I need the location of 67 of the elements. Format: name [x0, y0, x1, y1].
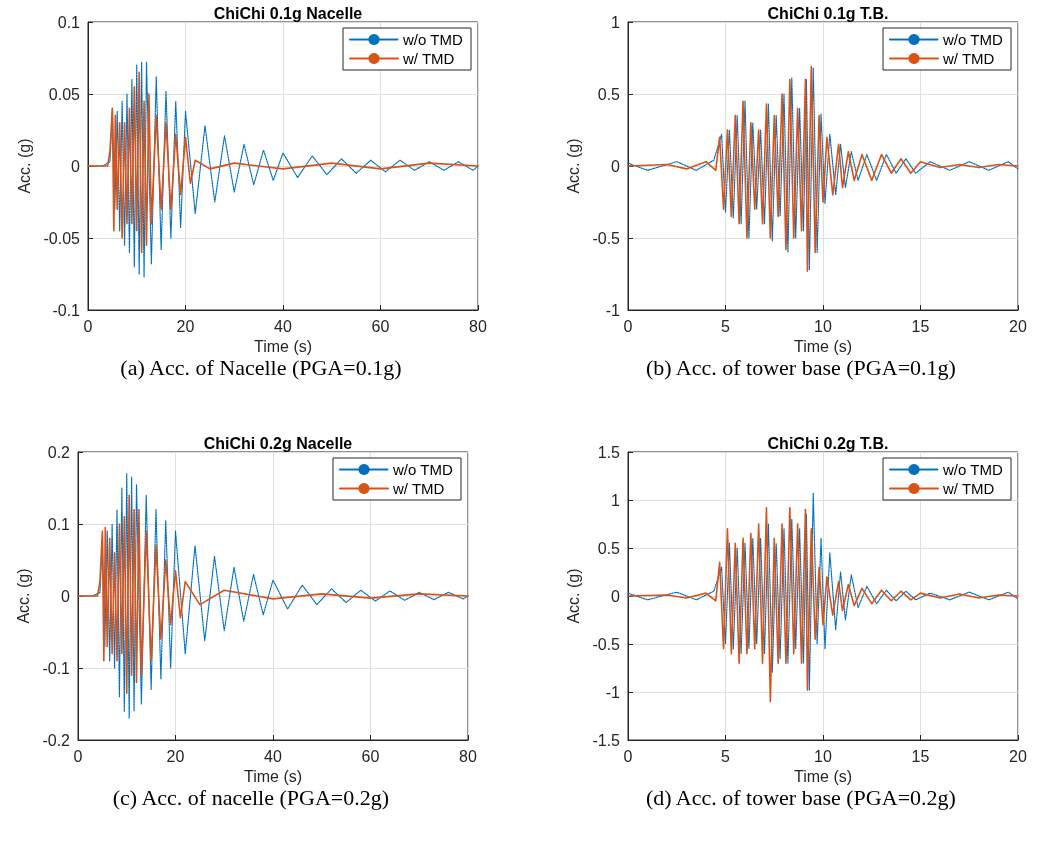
y-tick-label: 0.2 — [47, 443, 71, 461]
x-tick-label: 15 — [911, 317, 930, 335]
y-axis-title: Acc. (g) — [15, 568, 33, 624]
chart-title: ChiChi 0.1g Nacelle — [213, 4, 363, 22]
text: (b) Acc. of tower base (PGA=0.1g) — [645, 354, 956, 380]
y-tick-label: 0.1 — [57, 13, 81, 31]
y-axis-title: Acc. (g) — [565, 138, 583, 194]
y-tick-label: 0 — [611, 157, 621, 175]
legend-label: w/ TMD — [942, 480, 995, 497]
legend-label: w/ TMD — [392, 480, 445, 497]
legend-label: w/o TMD — [942, 461, 1003, 478]
chart-title: ChiChi 0.1g T.B. — [767, 4, 889, 22]
legend-label: w/o TMD — [392, 461, 453, 478]
y-tick-label: -0.2 — [42, 731, 71, 749]
y-tick-label: -0.1 — [42, 659, 71, 677]
y-tick-label: -1 — [605, 301, 621, 319]
x-tick-label: 20 — [176, 317, 195, 335]
x-tick-label: 60 — [371, 317, 390, 335]
x-tick-label: 40 — [274, 317, 292, 335]
y-tick-label: -0.5 — [592, 635, 621, 653]
x-tick-label: 10 — [814, 747, 832, 765]
x-axis-title: Time (s) — [793, 768, 853, 786]
x-tick-label: 20 — [1009, 747, 1027, 765]
x-axis-title: Time (s) — [793, 338, 853, 356]
legend-label: w/o TMD — [402, 31, 463, 48]
y-tick-label: 0.05 — [48, 85, 81, 103]
y-tick-label: 0.5 — [597, 539, 621, 557]
y-tick-label: -0.05 — [43, 229, 81, 247]
x-tick-label: 5 — [721, 317, 731, 335]
y-tick-label: 1.5 — [597, 443, 621, 461]
x-tick-label: 20 — [1009, 317, 1027, 335]
y-tick-label: 0.5 — [597, 85, 621, 103]
x-tick-label: 0 — [83, 317, 93, 335]
x-tick-label: 10 — [814, 317, 832, 335]
y-tick-label: -0.1 — [52, 301, 81, 319]
y-tick-label: 0.1 — [47, 515, 71, 533]
y-axis-title: Acc. (g) — [16, 138, 34, 194]
y-tick-label: 1 — [611, 13, 621, 31]
legend-label: w/o TMD — [942, 31, 1003, 48]
text: (d) Acc. of tower base (PGA=0.2g) — [645, 784, 956, 810]
y-tick-label: 1 — [611, 491, 621, 509]
x-tick-label: 60 — [361, 747, 380, 765]
x-tick-label: 5 — [721, 747, 731, 765]
line-series — [77, 494, 469, 694]
y-axis-title: Acc. (g) — [565, 568, 583, 624]
legend-label: w/ TMD — [402, 50, 455, 67]
text: (c) Acc. of nacelle (PGA=0.2g) — [112, 784, 390, 810]
x-tick-label: 0 — [623, 747, 633, 765]
chart-title: ChiChi 0.2g T.B. — [767, 434, 889, 452]
x-tick-label: 40 — [264, 747, 282, 765]
x-axis-title: Time (s) — [253, 338, 313, 356]
chart-title: ChiChi 0.2g Nacelle — [203, 434, 353, 452]
y-tick-label: 0 — [61, 587, 71, 605]
x-tick-label: 20 — [166, 747, 185, 765]
x-tick-label: 80 — [459, 747, 477, 765]
text: (a) Acc. of Nacelle (PGA=0.1g) — [120, 354, 402, 380]
legend-label: w/ TMD — [942, 50, 995, 67]
line-series — [87, 71, 479, 254]
x-tick-label: 0 — [623, 317, 633, 335]
y-tick-label: 0 — [611, 587, 621, 605]
x-tick-label: 80 — [469, 317, 487, 335]
y-tick-label: -1.5 — [592, 731, 621, 749]
x-tick-label: 15 — [911, 747, 930, 765]
y-tick-label: 0 — [71, 157, 81, 175]
y-tick-label: -0.5 — [592, 229, 621, 247]
y-tick-label: -1 — [605, 683, 621, 701]
x-axis-title: Time (s) — [243, 768, 303, 786]
